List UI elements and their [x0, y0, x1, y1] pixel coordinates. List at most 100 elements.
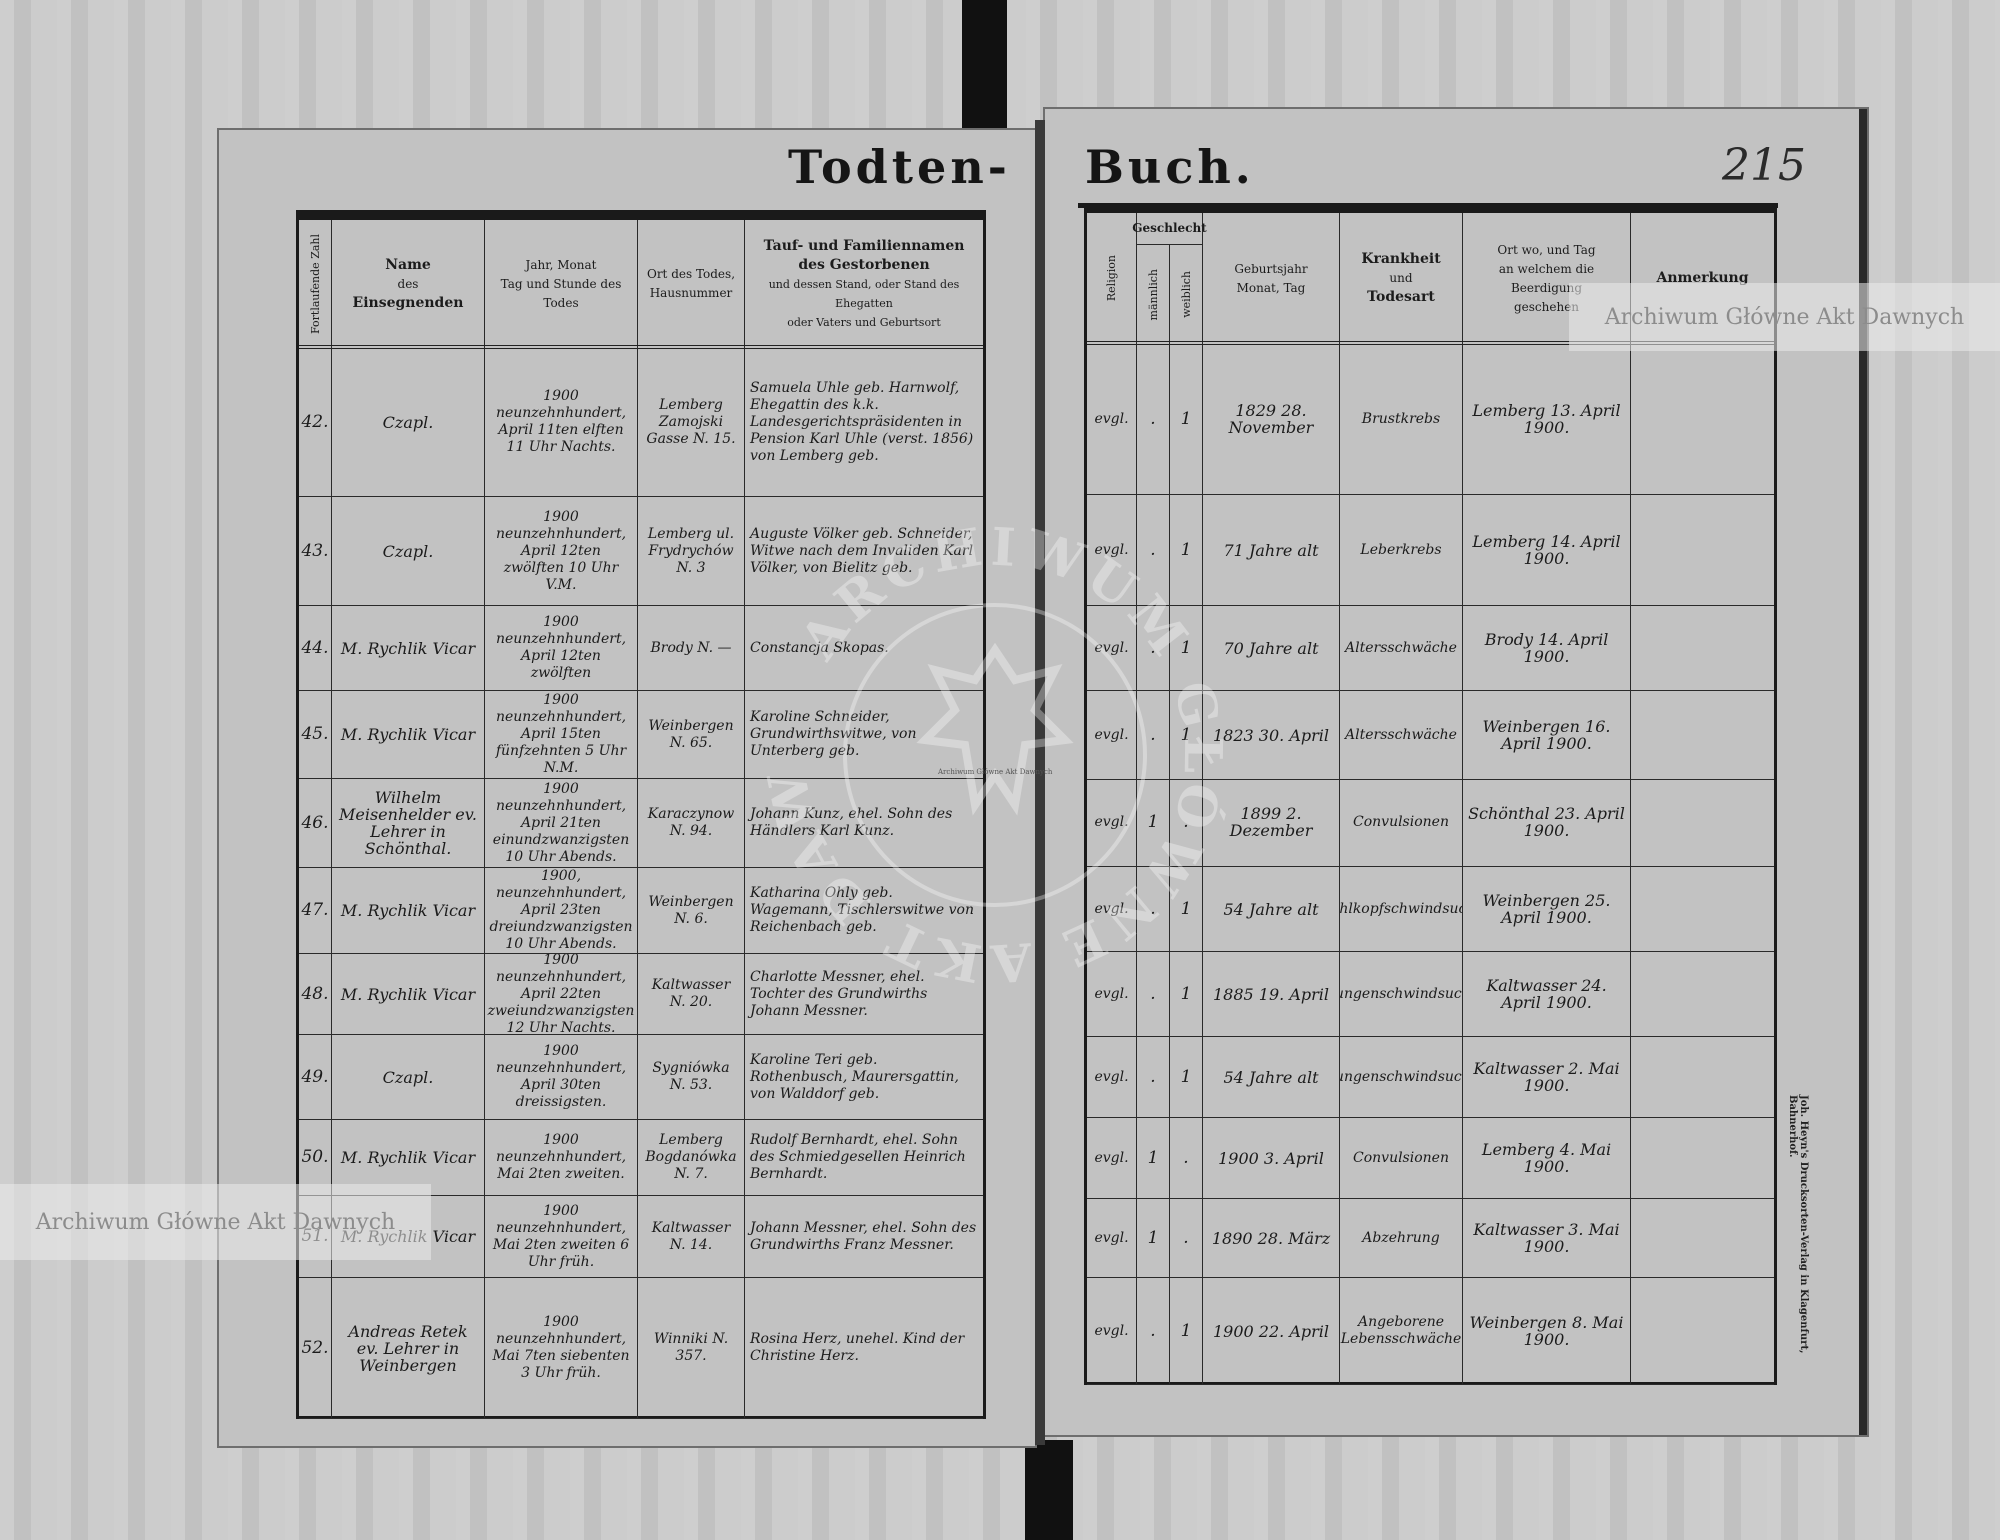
header-text: Geschlecht — [1132, 221, 1207, 235]
entry-place: Weinbergen N. 6. — [638, 868, 745, 954]
entry-officiant: M. Rychlik Vicar — [332, 691, 485, 779]
archive-stamp: ARCHIWUM GŁÓWNE AKT DAWNYCH — [760, 520, 1230, 990]
header-text: Ort wo, und Tag — [1497, 242, 1596, 257]
header-text: und — [1389, 271, 1413, 285]
register-table-left: Fortlaufende Zahl Name des Einsegnenden Ja… — [296, 214, 986, 1419]
header-place: Ort des Todes, Hausnummer — [638, 220, 745, 348]
header-text: Hausnummer — [649, 286, 733, 300]
entry-place: Lemberg Zamojski Gasse N. 15. — [638, 348, 745, 497]
entry-remarks — [1631, 344, 1774, 495]
entry-female: . — [1170, 778, 1203, 867]
entry-cause: Brustkrebs — [1340, 344, 1463, 495]
entry-female: . — [1170, 1118, 1203, 1199]
title-rule-left — [296, 210, 986, 215]
center-archive-label: Archiwum Główne Akt Dawnych — [938, 768, 1053, 776]
entry-number: 42. — [299, 348, 332, 497]
header-text: Jahr, Monat — [525, 257, 597, 272]
header-date: Jahr, Monat Tag und Stunde des Todes — [485, 220, 638, 348]
entry-number: 52. — [299, 1278, 332, 1419]
entry-religion: evgl. — [1087, 1037, 1137, 1118]
header-text: Monat, Tag — [1236, 280, 1306, 295]
entry-burial: Weinbergen 16. April 1900. — [1463, 691, 1631, 780]
entry-deceased: Constancja Skopas. — [745, 606, 983, 691]
entry-remarks — [1631, 1037, 1774, 1118]
entry-deceased: Johann Kunz, ehel. Sohn des Händlers Kar… — [745, 779, 983, 868]
entry-number: 47. — [299, 868, 332, 954]
entry-birth: 1900 22. April — [1203, 1278, 1340, 1385]
entry-deceased: Katharina Ohly geb. Wagemann, Tischlersw… — [745, 868, 983, 954]
entry-religion: evgl. — [1087, 1199, 1137, 1278]
entry-male: . — [1137, 952, 1170, 1037]
entry-officiant: Czapl. — [332, 497, 485, 606]
entry-male: . — [1137, 344, 1170, 495]
entry-deceased: Samuela Uhle geb. Harnwolf, Ehegattin de… — [745, 348, 983, 497]
entry-date: 1900 neunzehnhundert, April 12ten zwölft… — [485, 606, 638, 691]
entry-place: Winniki N. 357. — [638, 1278, 745, 1419]
entry-cause: Leberkrebs — [1340, 495, 1463, 606]
entry-deceased: Karoline Teri geb. Rothenbusch, Maurersg… — [745, 1035, 983, 1120]
header-text: des Gestorbenen — [798, 256, 930, 273]
entry-remarks — [1631, 952, 1774, 1037]
header-text: Tauf- und Familiennamen — [763, 237, 965, 254]
entry-remarks — [1631, 1118, 1774, 1199]
entry-remarks — [1631, 867, 1774, 952]
entry-cause: Altersschwäche — [1340, 606, 1463, 691]
title-left: Todten- — [788, 140, 1011, 194]
entry-birth: 70 Jahre alt — [1203, 606, 1340, 691]
entry-date: 1900 neunzehnhundert, April 22ten zweiun… — [485, 954, 638, 1035]
entry-date: 1900 neunzehnhundert, April 12ten zwölft… — [485, 497, 638, 606]
entry-date: 1900 neunzehnhundert, April 30ten dreiss… — [485, 1035, 638, 1120]
entry-cause: Lungenschwindsucht — [1340, 1037, 1463, 1118]
header-burial: Ort wo, und Tag an welchem die Beerdigung… — [1463, 213, 1631, 344]
entry-remarks — [1631, 606, 1774, 691]
entry-deceased: Johann Messner, ehel. Sohn des Grundwirt… — [745, 1196, 983, 1278]
entry-male: 1 — [1137, 1118, 1170, 1199]
header-female: weiblich — [1170, 245, 1203, 344]
header-text: Name — [385, 256, 431, 273]
entry-female: 1 — [1170, 1278, 1203, 1385]
entry-male: . — [1137, 606, 1170, 691]
entry-religion: evgl. — [1087, 691, 1137, 780]
entry-burial: Weinbergen 8. Mai 1900. — [1463, 1278, 1631, 1385]
entry-religion: evgl. — [1087, 495, 1137, 606]
entry-male: . — [1137, 495, 1170, 606]
entry-male: . — [1137, 691, 1170, 780]
entry-officiant: Czapl. — [332, 348, 485, 497]
entry-number: 43. — [299, 497, 332, 606]
header-deceased: Tauf- und Familiennamen des Gestorbenen un… — [745, 220, 983, 348]
entry-birth: 1829 28. November — [1203, 344, 1340, 495]
entry-remarks — [1631, 691, 1774, 780]
title-rule-right — [1078, 203, 1778, 208]
entry-religion: evgl. — [1087, 1118, 1137, 1199]
entry-burial: Kaltwasser 24. April 1900. — [1463, 952, 1631, 1037]
entry-burial: Lemberg 4. Mai 1900. — [1463, 1118, 1631, 1199]
entry-officiant: M. Rychlik Vicar — [332, 868, 485, 954]
entry-religion: evgl. — [1087, 867, 1137, 952]
svg-text:ARCHIWUM GŁÓWNE AKT DAWNYCH: ARCHIWUM GŁÓWNE AKT DAWNYCH — [760, 520, 1230, 990]
entry-female: 1 — [1170, 344, 1203, 495]
printer-imprint: Joh. Heyn's Drucksorten-Verlag in Klagen… — [1787, 1095, 1809, 1354]
entry-religion: evgl. — [1087, 952, 1137, 1037]
entry-female: . — [1170, 1199, 1203, 1278]
entry-religion: evgl. — [1087, 606, 1137, 691]
header-cause: Krankheit und Todesart — [1340, 213, 1463, 344]
entry-female: 1 — [1170, 691, 1203, 780]
entry-remarks — [1631, 495, 1774, 606]
header-sex: Geschlecht — [1132, 213, 1207, 245]
entry-religion: evgl. — [1087, 778, 1137, 867]
header-male: männlich — [1137, 245, 1170, 344]
entry-female: 1 — [1170, 1037, 1203, 1118]
entry-cause: Convulsionen — [1340, 778, 1463, 867]
header-religion-label: Religion — [1105, 255, 1118, 302]
entry-male: 1 — [1137, 778, 1170, 867]
entry-female: 1 — [1170, 606, 1203, 691]
archive-watermark-right: Archiwum Główne Akt Dawnych — [1569, 283, 2000, 351]
header-text: weiblich — [1179, 271, 1193, 318]
entry-birth: 1900 3. April — [1203, 1118, 1340, 1199]
entry-male: . — [1137, 1037, 1170, 1118]
entry-deceased: Charlotte Messner, ehel. Tochter des Gru… — [745, 954, 983, 1035]
entry-date: 1900, neunzehnhundert, April 23ten dreiu… — [485, 868, 638, 954]
entry-place: Lemberg Bogdanówka N. 7. — [638, 1120, 745, 1196]
header-text: Krankheit — [1361, 251, 1441, 267]
entry-remarks — [1631, 1199, 1774, 1278]
